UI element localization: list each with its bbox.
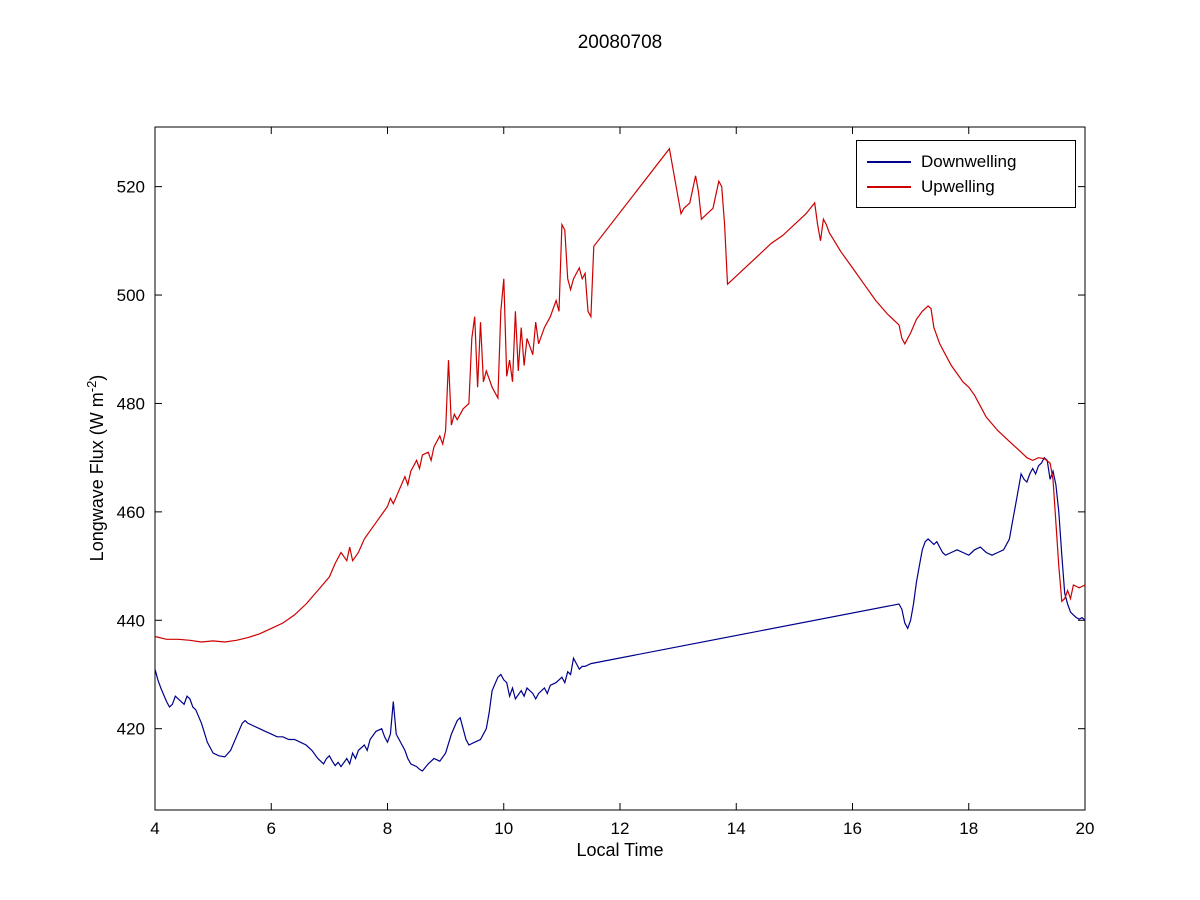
y-tick-label: 520 — [117, 178, 145, 197]
x-tick-label: 18 — [959, 819, 978, 838]
x-axis-label: Local Time — [576, 840, 664, 860]
y-tick-label: 440 — [117, 611, 145, 630]
x-tick-label: 20 — [1076, 819, 1095, 838]
axes-box — [154, 126, 1086, 811]
y-tick-label: 460 — [117, 503, 145, 522]
y-tick-label: 420 — [117, 720, 145, 739]
x-tick-label: 4 — [150, 819, 159, 838]
y-tick-label: 500 — [117, 286, 145, 305]
chart-title: 20080708 — [577, 32, 663, 53]
x-tick-label: 6 — [267, 819, 276, 838]
legend-entry-upwelling: Upwelling — [857, 174, 1075, 199]
legend-entry-downwelling: Downwelling — [857, 149, 1075, 174]
legend: Downwelling Upwelling — [856, 140, 1076, 208]
legend-line-sample-upwelling — [867, 185, 911, 188]
x-tick-label: 12 — [611, 819, 630, 838]
legend-label-downwelling: Downwelling — [921, 151, 1017, 171]
legend-label-upwelling: Upwelling — [921, 176, 995, 196]
x-tick-label: 10 — [494, 819, 513, 838]
x-tick-label: 14 — [727, 819, 746, 838]
series-line-downwelling — [154, 456, 1086, 772]
series-line-upwelling — [154, 147, 1086, 643]
x-tick-label: 8 — [383, 819, 392, 838]
y-tick-label: 480 — [117, 394, 145, 413]
legend-line-sample-downwelling — [867, 160, 911, 163]
x-tick-label: 16 — [843, 819, 862, 838]
